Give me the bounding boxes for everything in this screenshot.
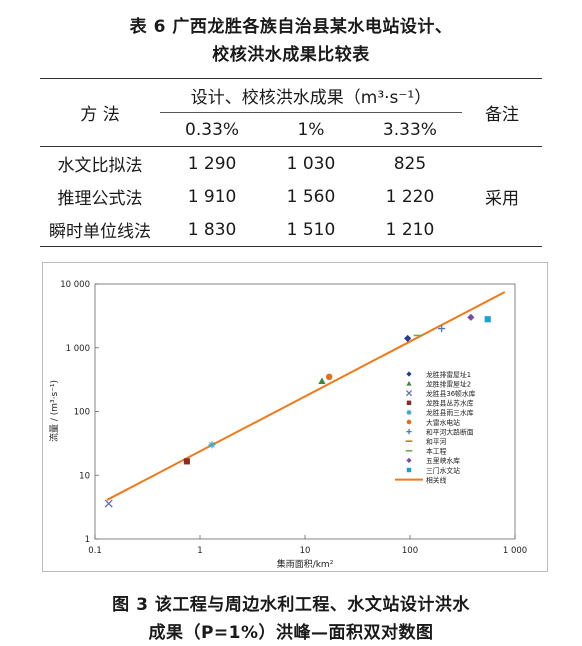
- x-tick-label: 10: [300, 546, 311, 556]
- y-axis-label: 流量 / (m³·s⁻¹): [48, 380, 60, 442]
- row-method: 瞬时单位线法: [40, 213, 160, 247]
- legend-marker: [405, 390, 413, 397]
- flood-results-table: 方 法 设计、校核洪水成果（m³·s⁻¹） 备注 0.33% 1% 3.33% …: [40, 78, 542, 247]
- table-title-line2: 校核洪水成果比较表: [212, 45, 370, 65]
- legend-marker: [406, 467, 412, 473]
- row-value: 825: [393, 153, 427, 174]
- x-tick-label: 1 000: [503, 546, 527, 556]
- row-value: 1 220: [385, 186, 435, 207]
- legend-marker: [406, 457, 412, 463]
- row-value: 1 030: [286, 153, 336, 174]
- data-point: [438, 324, 446, 333]
- y-tick-label: 10: [79, 471, 90, 481]
- y-tick-label: 1: [85, 535, 90, 545]
- row-remark: [462, 147, 542, 181]
- legend-marker: [406, 381, 412, 386]
- y-tick-label: 10 000: [60, 280, 90, 290]
- data-point: [325, 373, 333, 381]
- legend-label: 和平河: [426, 437, 447, 446]
- legend-label: 龙胜排雷屋址1: [426, 370, 471, 379]
- legend-label: 龙胜县36顿水库: [426, 389, 476, 398]
- legend-label: 龙胜县雨三水库: [426, 408, 474, 417]
- legend-label: 五里峡水库: [426, 456, 460, 465]
- row-method: 推理公式法: [57, 189, 143, 209]
- legend-marker: [406, 409, 412, 415]
- data-point: [484, 316, 491, 323]
- x-tick-label: 1: [197, 546, 202, 556]
- x-tick-label: 0.1: [88, 546, 102, 556]
- legend-label: 龙胜排雷屋址2: [426, 379, 471, 388]
- data-point: [404, 334, 412, 343]
- y-tick-label: 1 000: [66, 344, 90, 354]
- header-method: 方 法: [40, 78, 160, 147]
- table-title-line1: 表 6 广西龙胜各族自治县某水电站设计、: [129, 17, 453, 37]
- legend-label: 本工程: [426, 447, 447, 456]
- row-value: 1 210: [357, 213, 462, 247]
- table-row: 瞬时单位线法 1 830 1 510 1 210: [40, 213, 542, 247]
- row-value: 1 290: [187, 153, 237, 174]
- legend-label: 大雷水电站: [426, 418, 460, 427]
- row-method: 水文比拟法: [57, 156, 143, 176]
- legend-marker: [406, 429, 412, 435]
- header-freq-0: 0.33%: [160, 112, 265, 147]
- header-results-group: 设计、校核洪水成果（m³·s⁻¹）: [160, 78, 462, 113]
- row-value: 1 830: [160, 213, 265, 247]
- row-remark: 采用: [485, 189, 519, 209]
- table-row: 水文比拟法 1 290 1 030 825: [40, 147, 542, 181]
- row-value: 1 510: [264, 213, 358, 247]
- legend-marker: [406, 419, 412, 425]
- header-freq-2: 3.33%: [357, 112, 462, 147]
- legend-label: 三门水文站: [426, 466, 460, 475]
- data-point: [318, 377, 326, 384]
- legend-marker: [406, 371, 412, 377]
- table-row: 推理公式法 1 910 1 560 1 220 采用: [40, 180, 542, 213]
- row-value: 1 910: [187, 186, 237, 207]
- row-remark: [462, 213, 542, 247]
- figure-caption-line1: 图 3 该工程与周边水利工程、水文站设计洪水: [112, 595, 470, 615]
- legend-label: 相关线: [426, 475, 447, 484]
- data-point: [104, 499, 113, 508]
- row-value: 1 560: [286, 186, 336, 207]
- legend-label: 龙胜县丛苏水库: [426, 399, 474, 408]
- x-axis-label: 集雨面积/km²: [277, 558, 334, 570]
- correlation-line: [106, 291, 506, 501]
- figure-caption-line2: 成果（P=1%）洪峰—面积双对数图: [148, 623, 434, 643]
- data-point: [208, 441, 216, 449]
- header-freq-1: 1%: [264, 112, 358, 147]
- header-remark: 备注: [462, 78, 542, 147]
- legend-label: 和平河大路断面: [426, 427, 474, 436]
- data-point: [183, 458, 190, 465]
- figure-frame: 1 10 100 1 000 10 000 0.1 1 10 100 1 000 流量 / (m…: [42, 262, 548, 572]
- data-point: [467, 313, 475, 321]
- x-tick-label: 100: [402, 546, 418, 556]
- y-tick-label: 100: [74, 408, 90, 418]
- legend-marker: [406, 400, 412, 406]
